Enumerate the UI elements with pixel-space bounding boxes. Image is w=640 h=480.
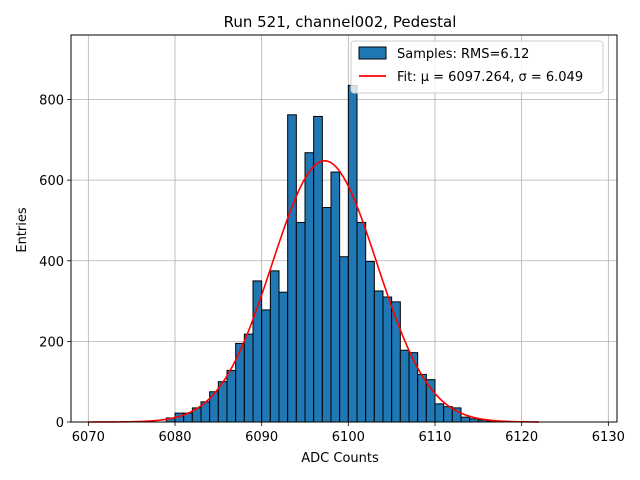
plot-frame — [70, 34, 618, 423]
histogram-bar — [243, 333, 254, 423]
x-tick-label: 6130 — [592, 430, 625, 445]
legend-histogram-swatch — [358, 46, 387, 60]
y-tick-label: 0 — [56, 416, 64, 431]
histogram-bar — [287, 114, 297, 423]
y-tick-label: 800 — [39, 94, 64, 109]
histogram-bar — [382, 296, 393, 423]
histogram-bar — [434, 403, 445, 423]
x-tick-label: 6080 — [158, 430, 191, 445]
histogram-bar — [365, 261, 375, 423]
y-tick-label: 400 — [39, 255, 64, 270]
x-axis-ticks: 6070 6080 6090 6100 6110 6120 6130 — [72, 422, 625, 445]
histogram-bar — [261, 309, 271, 423]
fit-curve — [88, 159, 540, 423]
histogram-bar — [408, 352, 419, 423]
histogram-bar — [278, 291, 289, 423]
histogram-bar — [226, 369, 237, 423]
histogram-bar — [347, 84, 358, 423]
histogram-bar — [269, 270, 280, 423]
histogram-bar — [339, 256, 349, 423]
y-tick-label: 600 — [39, 174, 64, 189]
x-axis-label: ADC Counts — [301, 451, 379, 466]
histogram-bar — [399, 349, 410, 423]
histogram-bar — [304, 152, 315, 423]
histogram-bars — [165, 84, 523, 423]
histogram-bar — [356, 221, 367, 423]
histogram-bar — [373, 290, 384, 423]
x-tick-label: 6120 — [505, 430, 538, 445]
histogram-bar — [443, 406, 453, 423]
legend-histogram-label: Samples: RMS=6.12 — [397, 47, 529, 62]
chart-title: Run 521, channel002, Pedestal — [224, 13, 457, 31]
y-tick-label: 200 — [39, 335, 64, 350]
x-tick-label: 6090 — [245, 430, 278, 445]
y-axis-ticks: 0 200 400 600 800 — [39, 94, 71, 431]
histogram-bar — [425, 379, 436, 423]
legend-box — [350, 40, 604, 94]
legend: Samples: RMS=6.12 Fit: μ = 6097.264, σ =… — [350, 40, 604, 94]
x-tick-label: 6100 — [332, 430, 365, 445]
histogram-bar — [330, 171, 341, 423]
histogram-bar — [252, 280, 263, 423]
y-axis-label: Entries — [15, 207, 30, 253]
histogram-bar — [295, 221, 306, 423]
histogram-bar — [321, 207, 332, 423]
legend-fit-label: Fit: μ = 6097.264, σ = 6.049 — [397, 70, 583, 85]
x-tick-label: 6110 — [418, 430, 451, 445]
histogram-bar — [235, 342, 245, 423]
histogram-bar — [460, 416, 471, 423]
x-tick-label: 6070 — [72, 430, 105, 445]
